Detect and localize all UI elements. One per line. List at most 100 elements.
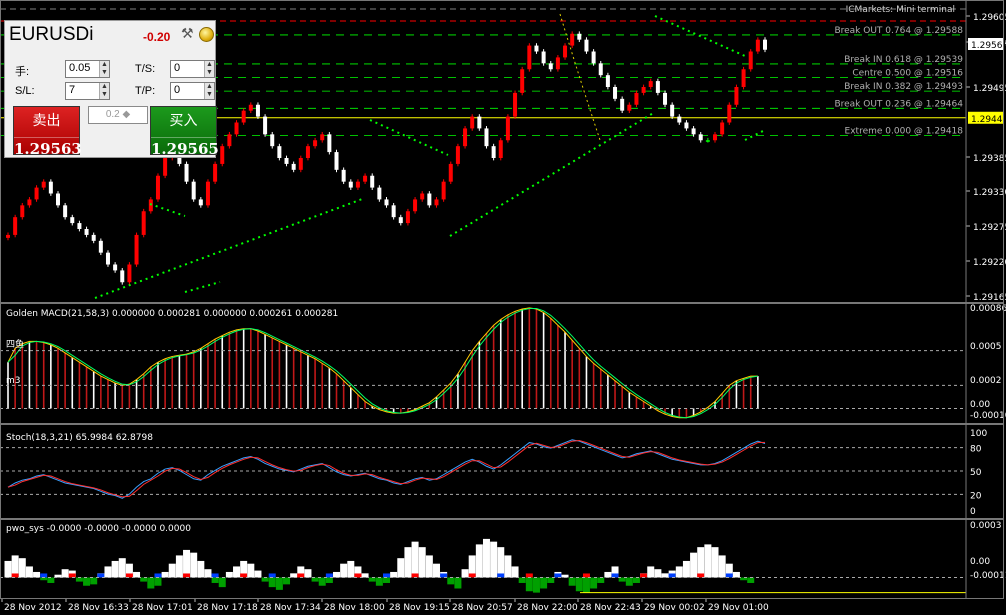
sl-value: 7	[69, 84, 76, 96]
pwo-bar	[75, 577, 83, 582]
trendline	[149, 203, 186, 217]
ts-label: T/S:	[135, 63, 156, 75]
candle-body	[384, 199, 389, 206]
candle-body	[477, 116, 482, 129]
pwo-bar	[290, 573, 298, 578]
stoch-signal-line	[7, 439, 766, 498]
pwo-bar	[168, 563, 176, 578]
pwo-bar	[411, 541, 419, 578]
pwo-tick-label: 0.0003	[970, 521, 1002, 531]
sl-stepper[interactable]: 7 ▲ ▼	[65, 82, 110, 100]
time-tick-label: 29 Nov 01:00	[708, 603, 769, 613]
tp-stepper[interactable]: 0 ▲ ▼	[170, 82, 215, 100]
pwo-bar	[225, 571, 233, 578]
time-tick-label: 28 Nov 19:15	[389, 603, 450, 613]
pwo-bar	[454, 577, 462, 589]
coin-icon[interactable]	[199, 27, 214, 42]
candle-body	[527, 45, 532, 70]
pwo-marker	[154, 573, 162, 578]
price-tick-label: 1.29330	[973, 188, 1006, 198]
panel-frame	[0, 424, 1004, 519]
candle-body	[327, 134, 332, 153]
candle-body	[298, 158, 303, 170]
pwo-marker	[725, 573, 733, 578]
candle-body	[755, 39, 760, 52]
quick-lots-value: 0.2	[105, 109, 120, 120]
pwo-bar	[318, 577, 326, 586]
pwo-marker	[183, 573, 191, 578]
macd-tick-label: 0.00	[970, 400, 990, 410]
candle-body	[763, 39, 767, 50]
macd-panel: 0.000869 0.0005 0.0002 0.00-0.00010	[0, 304, 1006, 421]
lots-value: 0.05	[69, 62, 91, 74]
time-tick-label: 28 Nov 16:33	[68, 603, 129, 613]
pwo-bar	[718, 555, 726, 578]
stoch-tick-label: 80	[970, 445, 982, 455]
pwo-bar	[732, 571, 740, 578]
candle-body	[98, 240, 103, 253]
pwo-bar	[497, 547, 505, 578]
pwo-bar	[4, 560, 12, 578]
spinner-arrows-icon[interactable]: ▲ ▼	[204, 83, 214, 99]
pwo-bar	[390, 571, 398, 578]
pwo-bar	[725, 563, 733, 578]
pwo-bar	[11, 555, 19, 578]
pwo-bar	[468, 555, 476, 578]
price-tick-label: 1.29385	[973, 154, 1006, 164]
pwo-marker	[411, 573, 419, 578]
spinner-arrows-icon[interactable]: ▲ ▼	[99, 61, 109, 77]
candle-body	[363, 175, 368, 182]
pwo-bar	[333, 571, 341, 578]
candle-body	[463, 128, 468, 147]
pwo-bar	[525, 577, 533, 592]
candle-body	[55, 193, 60, 206]
quick-lots-input[interactable]: 0.2 ◆	[88, 106, 148, 124]
candle-body	[370, 175, 375, 188]
time-tick-label: 28 Nov 18:00	[324, 603, 385, 613]
ts-stepper[interactable]: 0 ▲ ▼	[170, 60, 215, 78]
trendline	[369, 119, 449, 156]
pwo-bar	[147, 577, 155, 589]
candle-body	[498, 140, 503, 158]
macd-title: Golden MACD(21,58,3) 0.000000 0.000281 0…	[6, 309, 338, 319]
candle-body	[584, 39, 589, 52]
pwo-bar	[204, 569, 212, 578]
candle-body	[398, 217, 403, 224]
stochastic-panel: 100 80 50 20 0	[0, 429, 987, 517]
pwo-marker	[297, 573, 305, 578]
pwo-bar	[618, 577, 626, 582]
pwo-bar	[233, 566, 241, 578]
trendline	[654, 15, 746, 57]
candle-body	[634, 92, 639, 105]
pwo-bar	[647, 566, 655, 578]
bid-marker-label: 1.29563	[971, 41, 1006, 51]
candle-body	[577, 33, 582, 40]
sell-button[interactable]: 卖出 1.29563	[13, 106, 82, 158]
candle-body	[470, 116, 475, 129]
candle-body	[248, 104, 253, 111]
pwo-marker	[468, 573, 476, 578]
candle-body	[591, 51, 596, 64]
stoch-main-line	[7, 439, 766, 499]
fib-level-label: Break IN 0.618 @ 1.29539	[844, 55, 963, 65]
tools-icon[interactable]: ⚒	[181, 26, 194, 42]
spinner-arrows-icon[interactable]: ▲ ▼	[204, 61, 214, 77]
ts-value: 0	[174, 62, 181, 74]
pwo-marker	[325, 573, 333, 578]
pwo-bar	[33, 571, 41, 578]
pwo-marker	[383, 573, 390, 578]
candle-body	[734, 87, 739, 105]
pwo-bar	[197, 560, 205, 578]
candle-body	[13, 217, 18, 235]
pwo-marker	[525, 573, 533, 578]
spinner-arrows-icon[interactable]: ▲ ▼	[99, 83, 109, 99]
panel-symbol: EURUSDi	[9, 24, 94, 45]
pwo-bar	[247, 563, 255, 578]
candle-body	[184, 163, 189, 182]
buy-button[interactable]: 买入 1.29565	[150, 106, 219, 158]
lots-stepper[interactable]: 0.05 ▲ ▼	[65, 60, 110, 78]
candle-body	[134, 234, 139, 265]
pwo-bar	[597, 577, 605, 583]
fib-level-label: Extreme 0.000 @ 1.29418	[845, 127, 964, 137]
